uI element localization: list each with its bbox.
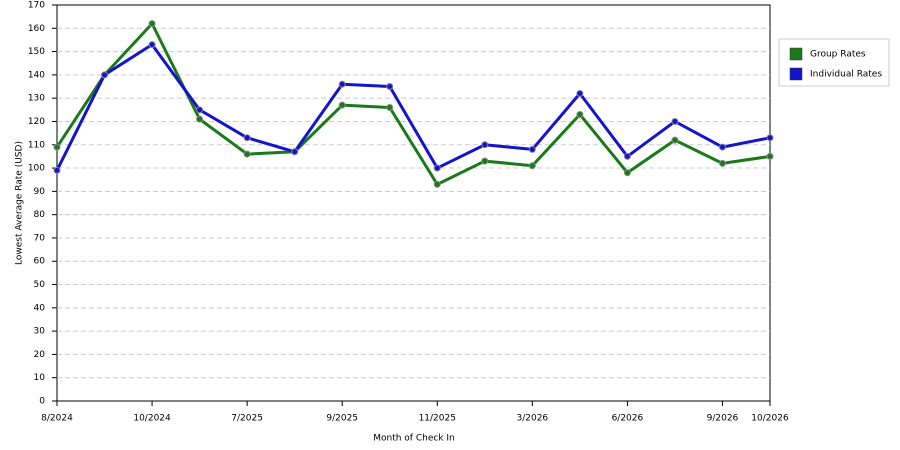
x-tick-label: 3/2026 xyxy=(516,414,548,424)
x-axis-label: Month of Check In xyxy=(373,434,455,444)
point xyxy=(481,141,489,149)
point xyxy=(386,103,394,111)
x-tick-label: 9/2025 xyxy=(326,414,358,424)
point xyxy=(148,20,156,28)
y-tick-label: 160 xyxy=(28,24,45,34)
legend-label: Individual Rates xyxy=(810,70,882,80)
point xyxy=(766,134,774,142)
y-tick-label: 40 xyxy=(34,303,46,313)
point xyxy=(766,152,774,160)
y-tick-label: 20 xyxy=(34,350,46,360)
point xyxy=(623,169,631,177)
point xyxy=(53,143,61,151)
series-line xyxy=(55,43,771,172)
plot-area xyxy=(56,4,771,402)
x-tick-label: 7/2025 xyxy=(231,414,263,424)
y-tick-label: 170 xyxy=(28,1,45,11)
point xyxy=(196,115,204,123)
point xyxy=(481,157,489,165)
y-tick-label: 130 xyxy=(28,94,45,104)
x-tick-label: 6/2026 xyxy=(612,414,644,424)
point xyxy=(338,101,346,109)
y-tick-label: 150 xyxy=(28,47,45,57)
y-tick-label: 10 xyxy=(34,373,46,383)
x-tick-label: 11/2025 xyxy=(419,414,456,424)
point xyxy=(433,164,441,172)
series-line xyxy=(55,22,771,186)
point xyxy=(671,136,679,144)
x-tick-label: 8/2024 xyxy=(41,414,73,424)
point xyxy=(291,148,299,156)
point xyxy=(101,71,109,79)
x-tick-label: 10/2024 xyxy=(133,414,171,424)
y-tick-label: 60 xyxy=(34,257,46,267)
y-tick-label: 110 xyxy=(28,140,45,150)
point xyxy=(718,143,726,151)
point xyxy=(718,159,726,167)
legend-swatch xyxy=(789,47,803,61)
x-tick-label: 10/2026 xyxy=(751,414,789,424)
y-tick-label: 50 xyxy=(34,280,46,290)
point xyxy=(386,83,394,91)
legend-label: Group Rates xyxy=(810,50,866,60)
point xyxy=(528,145,536,153)
point xyxy=(576,110,584,118)
y-tick-label: 0 xyxy=(39,397,45,407)
y-tick-label: 80 xyxy=(34,210,46,220)
y-tick-label: 90 xyxy=(34,187,46,197)
point xyxy=(433,180,441,188)
y-tick-label: 30 xyxy=(34,327,46,337)
point xyxy=(148,41,156,49)
point xyxy=(53,166,61,174)
point xyxy=(243,150,251,158)
point xyxy=(576,90,584,98)
y-axis-label: Lowest Average Rate (USD) xyxy=(15,141,25,265)
legend-swatch xyxy=(789,67,803,81)
y-tick-label: 70 xyxy=(34,233,46,243)
point xyxy=(338,80,346,88)
y-tick-label: 100 xyxy=(28,164,45,174)
point xyxy=(623,152,631,160)
point xyxy=(528,162,536,170)
point xyxy=(196,106,204,114)
point xyxy=(243,134,251,142)
x-tick-label: 9/2026 xyxy=(707,414,739,424)
y-tick-label: 140 xyxy=(28,70,45,80)
point xyxy=(671,117,679,125)
y-tick-label: 120 xyxy=(28,117,45,127)
